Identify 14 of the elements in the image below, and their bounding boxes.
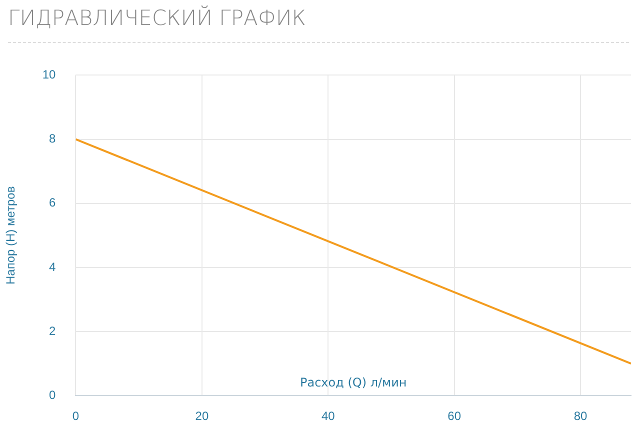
x-tick-label: 60	[448, 409, 462, 424]
x-tick-label: 0	[72, 409, 80, 424]
x-tick-label: 40	[321, 409, 336, 424]
chart-title: ГИДРАВЛИЧЕСКИЙ ГРАФИК	[8, 6, 306, 30]
x-tick-label: 80	[574, 409, 588, 424]
y-tick-label: 6	[49, 196, 56, 210]
x-tick-label: 20	[195, 409, 209, 424]
y-tick-label: 0	[49, 388, 56, 402]
y-tick-label: 10	[42, 68, 56, 82]
x-axis-title: Расход (Q) л/мин	[300, 376, 407, 390]
y-tick-label: 8	[49, 132, 56, 146]
y-tick-label: 2	[49, 324, 56, 338]
y-tick-label: 4	[49, 260, 56, 274]
y-axis-title: Напор (H) метров	[4, 186, 18, 285]
